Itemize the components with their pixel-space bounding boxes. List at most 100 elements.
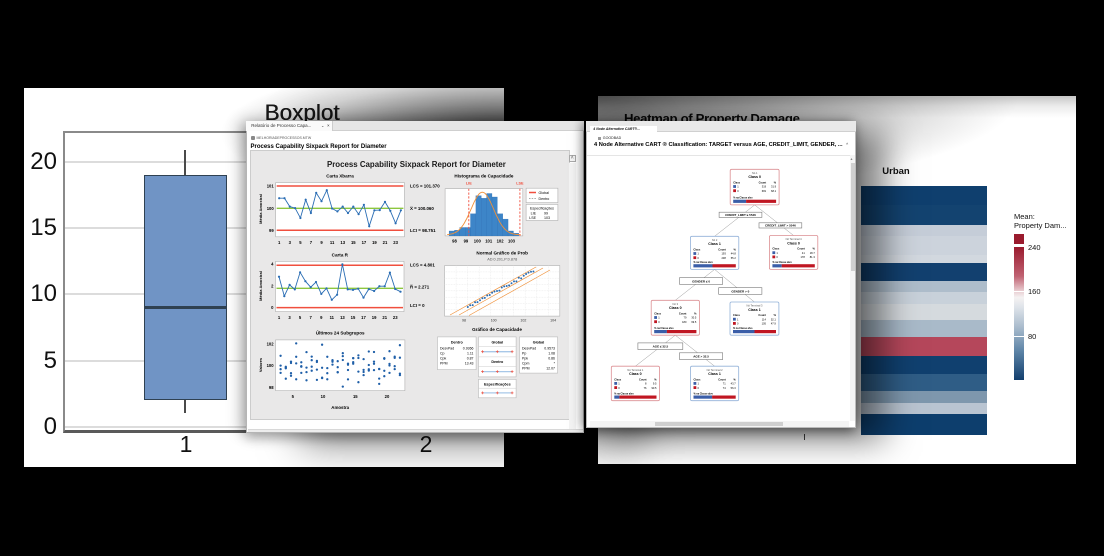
svg-text:13: 13 — [340, 315, 345, 320]
svg-text:Carta R: Carta R — [332, 253, 349, 258]
svg-text:Cpk: Cpk — [440, 357, 446, 361]
svg-text:AD:0.201,P:0.878: AD:0.201,P:0.878 — [487, 258, 517, 262]
svg-text:1: 1 — [278, 315, 281, 320]
svg-text:Global: Global — [539, 192, 550, 196]
svg-text:9: 9 — [320, 240, 323, 245]
svg-text:GENDER > 0: GENDER > 0 — [731, 289, 749, 293]
svg-text:Class: Class — [733, 313, 740, 317]
svg-text:Count: Count — [679, 311, 687, 315]
svg-text:23: 23 — [393, 315, 398, 320]
svg-text:17: 17 — [361, 315, 366, 320]
svg-text:PPM: PPM — [440, 362, 448, 366]
svg-text:11: 11 — [330, 240, 335, 245]
svg-text:Ppk: Ppk — [522, 357, 528, 361]
svg-text:DesvPad: DesvPad — [440, 347, 454, 351]
svg-text:CREDIT_LIMIT > 5546: CREDIT_LIMIT > 5546 — [765, 223, 796, 227]
svg-text:31.9: 31.9 — [771, 184, 777, 188]
svg-text:1: 1 — [278, 240, 281, 245]
svg-text:1.08: 1.08 — [548, 352, 555, 356]
svg-text:0.87: 0.87 — [467, 357, 474, 361]
svg-text:238: 238 — [721, 255, 726, 259]
svg-text:13.43: 13.43 — [465, 362, 474, 366]
svg-text:52.1: 52.1 — [771, 317, 777, 321]
svg-text:103: 103 — [544, 216, 550, 220]
svg-text:Count: Count — [759, 180, 767, 184]
svg-text:% na Classe alvo: % na Classe alvo — [654, 327, 674, 330]
svg-text:CREDIT_LIMIT ≤ 5546: CREDIT_LIMIT ≤ 5546 — [725, 213, 756, 217]
svg-text:30.5: 30.5 — [691, 315, 697, 319]
svg-text:13: 13 — [340, 240, 345, 245]
svg-text:Count: Count — [718, 247, 726, 251]
svg-text:5: 5 — [299, 315, 302, 320]
svg-text:LCI = 98.751: LCI = 98.751 — [410, 228, 436, 233]
svg-text:15: 15 — [353, 394, 358, 399]
svg-text:3: 3 — [289, 240, 292, 245]
svg-text:Class 0: Class 0 — [669, 306, 682, 310]
svg-text:98: 98 — [452, 239, 457, 244]
svg-text:101: 101 — [267, 184, 275, 189]
svg-text:Normal Gráfico de Prob: Normal Gráfico de Prob — [476, 251, 528, 256]
svg-text:Class: Class — [614, 377, 621, 381]
svg-text:Especificações: Especificações — [530, 207, 554, 211]
svg-text:Especificações: Especificações — [484, 383, 511, 387]
svg-text:5: 5 — [292, 394, 295, 399]
svg-text:68.1: 68.1 — [771, 188, 777, 192]
svg-text:LCS = 4.801: LCS = 4.801 — [410, 263, 435, 268]
svg-text:114: 114 — [762, 317, 767, 321]
svg-text:104: 104 — [550, 319, 556, 323]
svg-text:Média Amostral: Média Amostral — [258, 195, 263, 225]
svg-text:Média Amostral: Média Amostral — [258, 272, 263, 302]
svg-text:81.3: 81.3 — [810, 255, 816, 259]
svg-text:LIE: LIE — [466, 182, 472, 186]
svg-text:19: 19 — [372, 240, 377, 245]
svg-text:Cpm: Cpm — [522, 362, 529, 366]
svg-text:% na Classe alvo: % na Classe alvo — [772, 261, 792, 264]
svg-text:Class 0: Class 0 — [787, 241, 800, 245]
svg-text:% na Classe alvo: % na Classe alvo — [733, 327, 753, 330]
svg-text:Histograma de Capacidade: Histograma de Capacidade — [454, 174, 513, 179]
svg-text:% na Classe alvo: % na Classe alvo — [694, 392, 714, 395]
svg-text:*: * — [554, 362, 556, 366]
svg-text:LSE: LSE — [516, 182, 524, 186]
svg-text:0.9573: 0.9573 — [544, 347, 555, 351]
svg-text:Class 1: Class 1 — [708, 372, 721, 376]
svg-text:Carta Xbarra: Carta Xbarra — [326, 174, 354, 179]
svg-text:19: 19 — [372, 315, 377, 320]
svg-text:9.5: 9.5 — [653, 381, 657, 385]
svg-text:99: 99 — [464, 239, 469, 244]
svg-text:12.07: 12.07 — [546, 367, 555, 371]
svg-text:Count: Count — [758, 313, 766, 317]
svg-text:21: 21 — [383, 240, 388, 245]
svg-text:Class 1: Class 1 — [708, 242, 721, 246]
svg-text:10: 10 — [321, 394, 326, 399]
svg-text:Process Capability Sixpack Rep: Process Capability Sixpack Report for Di… — [327, 160, 506, 169]
svg-text:Class 1: Class 1 — [748, 307, 761, 311]
svg-text:100: 100 — [267, 363, 275, 368]
svg-text:Global: Global — [492, 341, 503, 345]
svg-text:44.8: 44.8 — [731, 251, 737, 255]
svg-text:Pp: Pp — [522, 352, 526, 356]
svg-text:9: 9 — [320, 315, 323, 320]
svg-text:AGE > 32.5: AGE > 32.5 — [693, 354, 709, 358]
svg-text:Valores: Valores — [258, 358, 263, 373]
svg-text:LCI = 0: LCI = 0 — [410, 303, 425, 308]
svg-text:Class: Class — [654, 311, 661, 315]
svg-text:105: 105 — [762, 321, 767, 325]
svg-text:0.9366: 0.9366 — [463, 347, 474, 351]
svg-text:193: 193 — [721, 251, 726, 255]
svg-text:15: 15 — [351, 315, 356, 320]
svg-text:LSE: LSE — [529, 216, 536, 220]
svg-text:7: 7 — [310, 240, 313, 245]
svg-text:47.9: 47.9 — [771, 321, 777, 325]
svg-text:GENDER ≤ 0: GENDER ≤ 0 — [692, 279, 710, 283]
svg-text:Dentro: Dentro — [539, 198, 550, 202]
svg-text:0.86: 0.86 — [548, 357, 555, 361]
svg-text:Count: Count — [639, 377, 647, 381]
svg-text:0: 0 — [271, 306, 274, 311]
svg-text:99: 99 — [544, 212, 548, 216]
svg-text:102: 102 — [267, 342, 275, 347]
svg-text:Class: Class — [693, 247, 700, 251]
svg-text:Count: Count — [797, 246, 805, 250]
svg-text:Class: Class — [694, 377, 701, 381]
svg-text:23: 23 — [393, 240, 398, 245]
